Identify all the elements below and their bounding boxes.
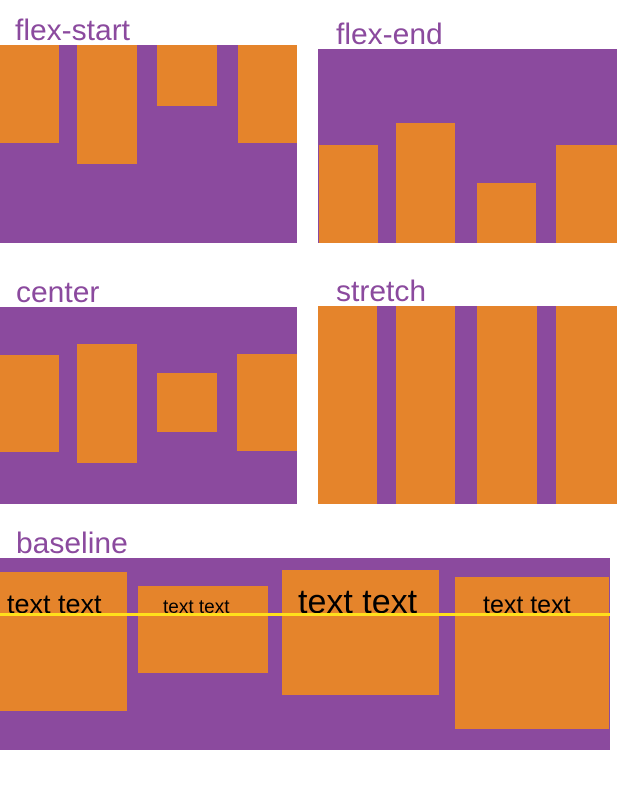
flex-item xyxy=(319,145,378,243)
panel-center xyxy=(0,307,297,504)
flex-item xyxy=(77,45,137,164)
baseline-line xyxy=(0,613,610,616)
panel-flex-start xyxy=(0,45,297,243)
panel-baseline: text text text text text text text text xyxy=(0,558,610,750)
flex-item: text text xyxy=(282,570,439,695)
flex-item xyxy=(238,45,297,143)
label-baseline: baseline xyxy=(16,527,128,560)
flex-item xyxy=(477,306,537,504)
flex-item xyxy=(77,344,137,463)
flex-item xyxy=(0,45,59,143)
panel-stretch xyxy=(318,306,617,504)
label-flex-start: flex-start xyxy=(15,14,131,47)
flex-item xyxy=(157,373,217,432)
panel-flex-end xyxy=(318,49,617,243)
label-center: center xyxy=(16,276,100,309)
label-stretch: stretch xyxy=(336,275,427,308)
flex-item xyxy=(556,145,617,243)
item-text: text text xyxy=(163,597,230,618)
label-flex-end: flex-end xyxy=(336,18,443,51)
flex-item: text text xyxy=(138,586,268,673)
flex-item: text text xyxy=(455,577,609,729)
flex-item: text text xyxy=(0,572,127,711)
flex-item xyxy=(477,183,536,243)
flex-item xyxy=(556,306,617,504)
flex-item xyxy=(396,123,455,243)
flex-item xyxy=(318,306,377,504)
flex-item xyxy=(396,306,455,504)
flex-item xyxy=(157,45,217,106)
flex-item xyxy=(237,354,297,451)
flex-item xyxy=(0,355,59,452)
